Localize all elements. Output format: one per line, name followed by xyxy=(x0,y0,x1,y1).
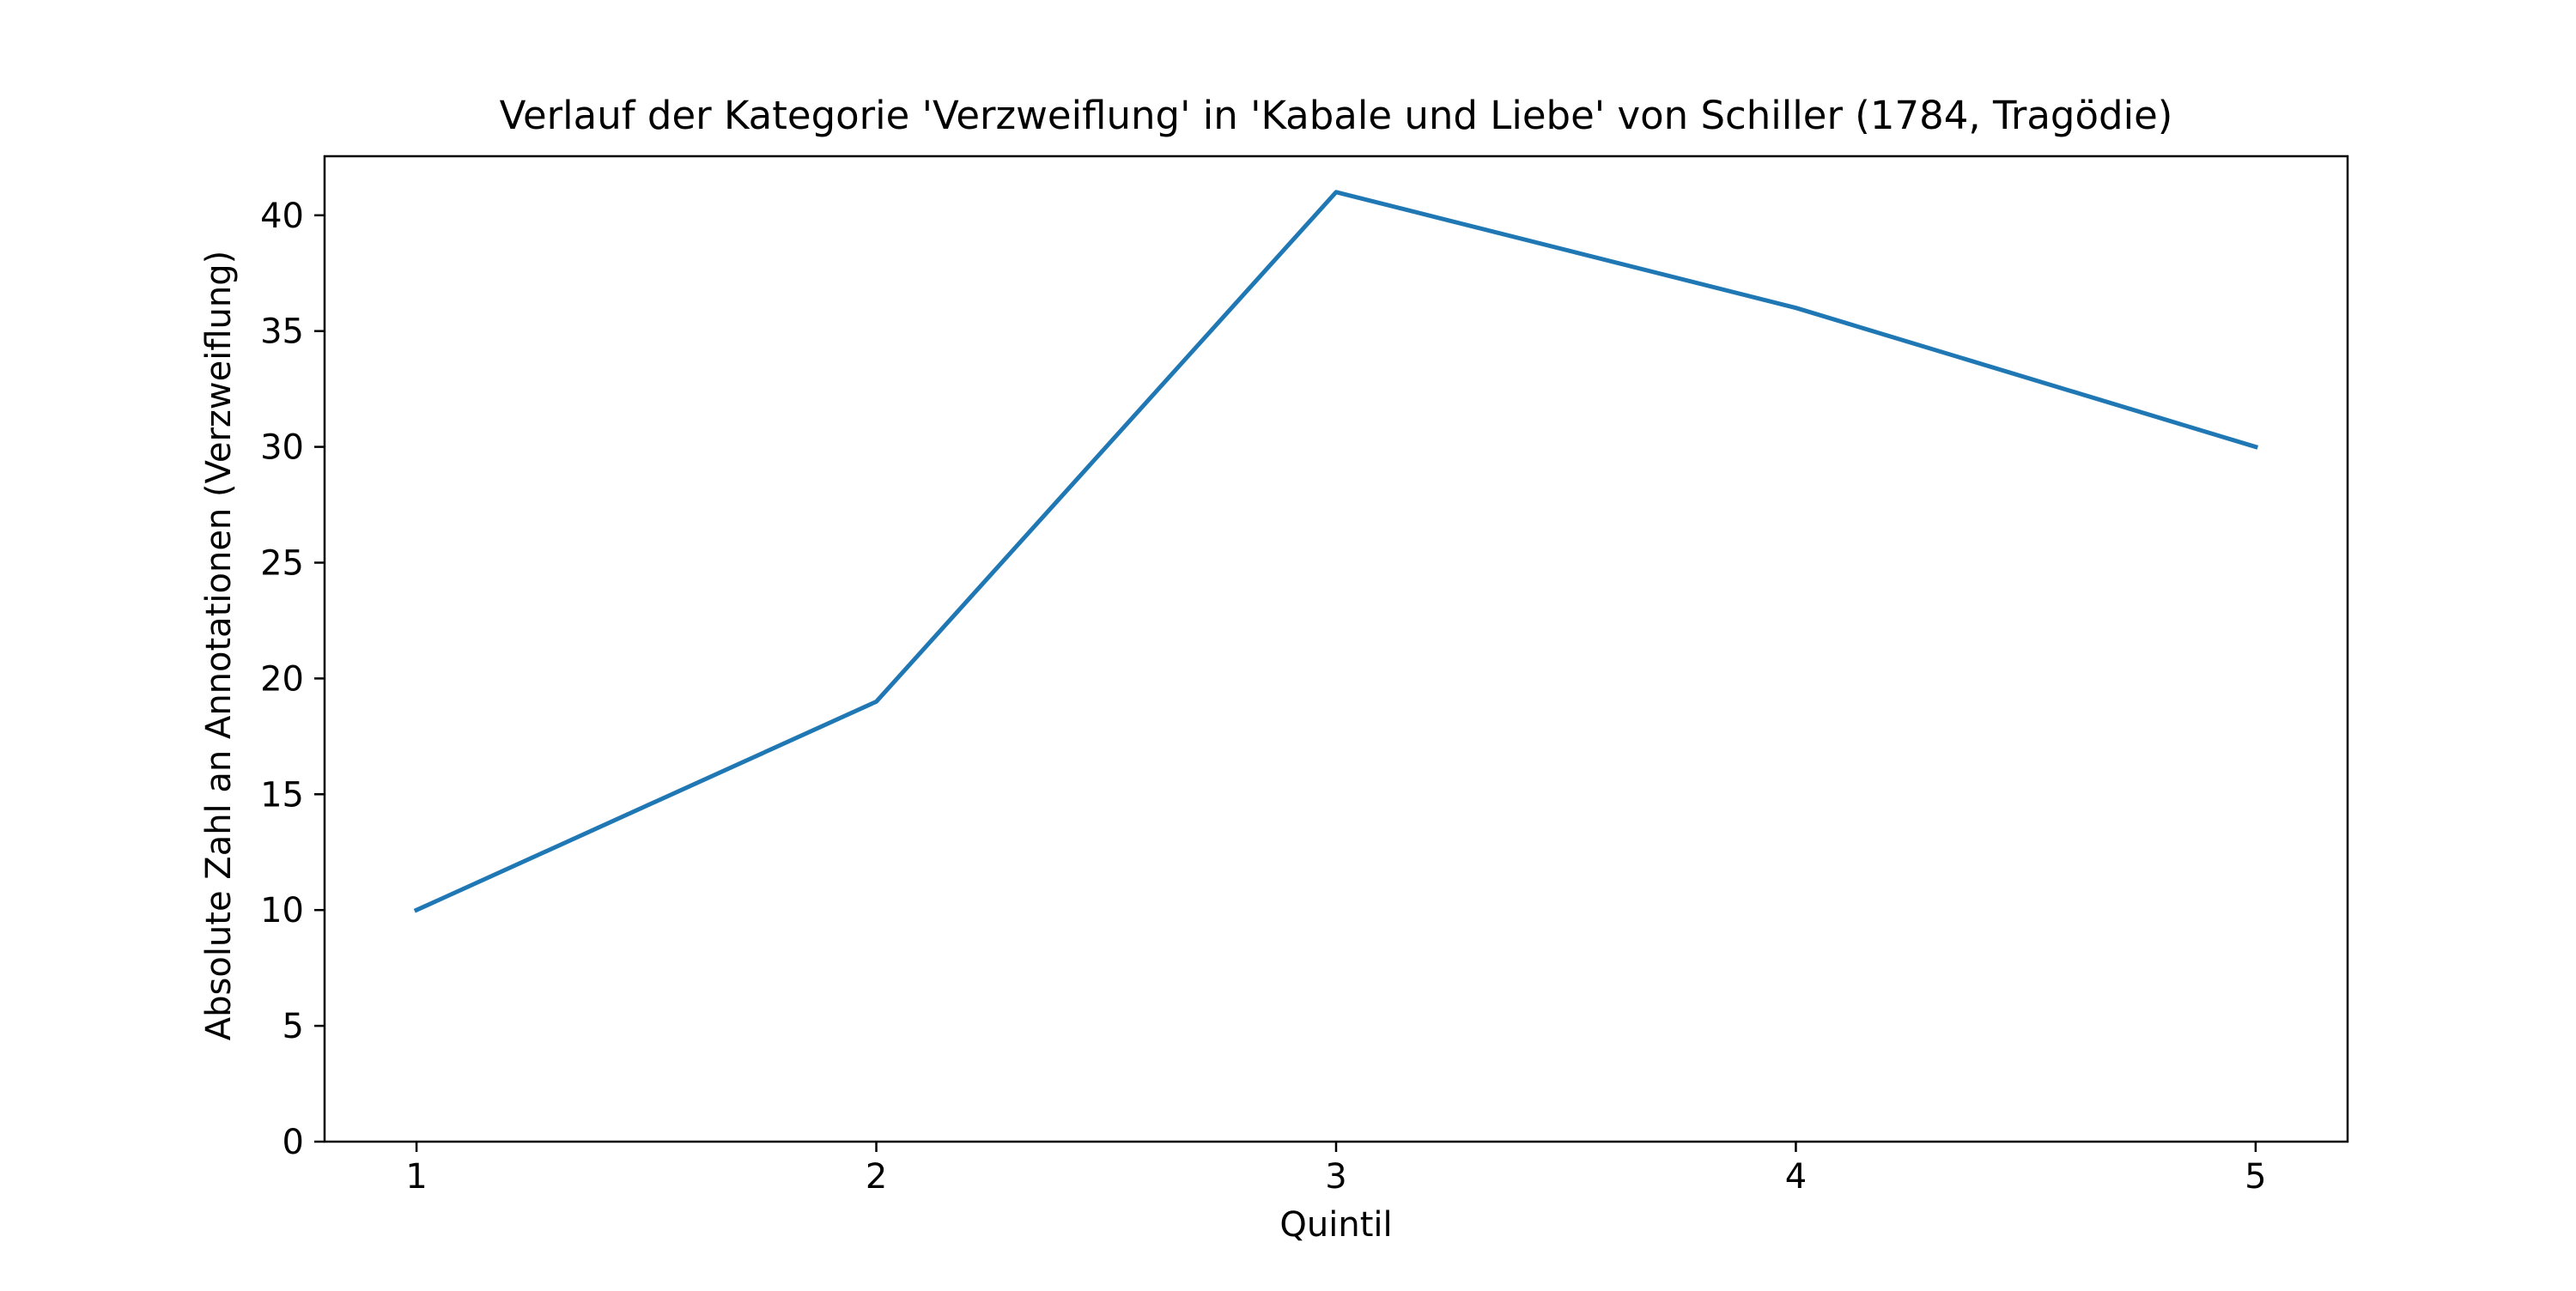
x-axis-label: Quintil xyxy=(1279,1205,1392,1245)
y-tick-label: 20 xyxy=(260,659,304,699)
x-tick-label: 4 xyxy=(1785,1157,1807,1197)
y-axis-label: Absolute Zahl an Annotationen (Verzweifl… xyxy=(199,251,239,1041)
y-tick-label: 0 xyxy=(283,1123,304,1162)
x-tick-label: 1 xyxy=(405,1157,427,1197)
y-tick-label: 5 xyxy=(283,1007,304,1046)
x-tick-label: 5 xyxy=(2245,1157,2266,1197)
x-tick-label: 3 xyxy=(1325,1157,1346,1197)
x-tick-label: 2 xyxy=(866,1157,887,1197)
y-tick-label: 35 xyxy=(260,312,304,352)
series-line-1 xyxy=(413,190,2259,913)
y-tick-label: 40 xyxy=(260,197,304,236)
y-tick-label: 25 xyxy=(260,543,304,583)
y-tick-label: 10 xyxy=(260,891,304,930)
plot-area: 1 2 3 4 5 0 5 10 15 20 25 30 35 40 xyxy=(260,155,2349,1197)
y-tick-label: 15 xyxy=(260,775,304,815)
y-tick-label: 30 xyxy=(260,428,304,468)
axes-frame xyxy=(323,155,2349,1143)
chart-title: Verlauf der Kategorie 'Verzweiflung' in … xyxy=(500,93,2173,138)
